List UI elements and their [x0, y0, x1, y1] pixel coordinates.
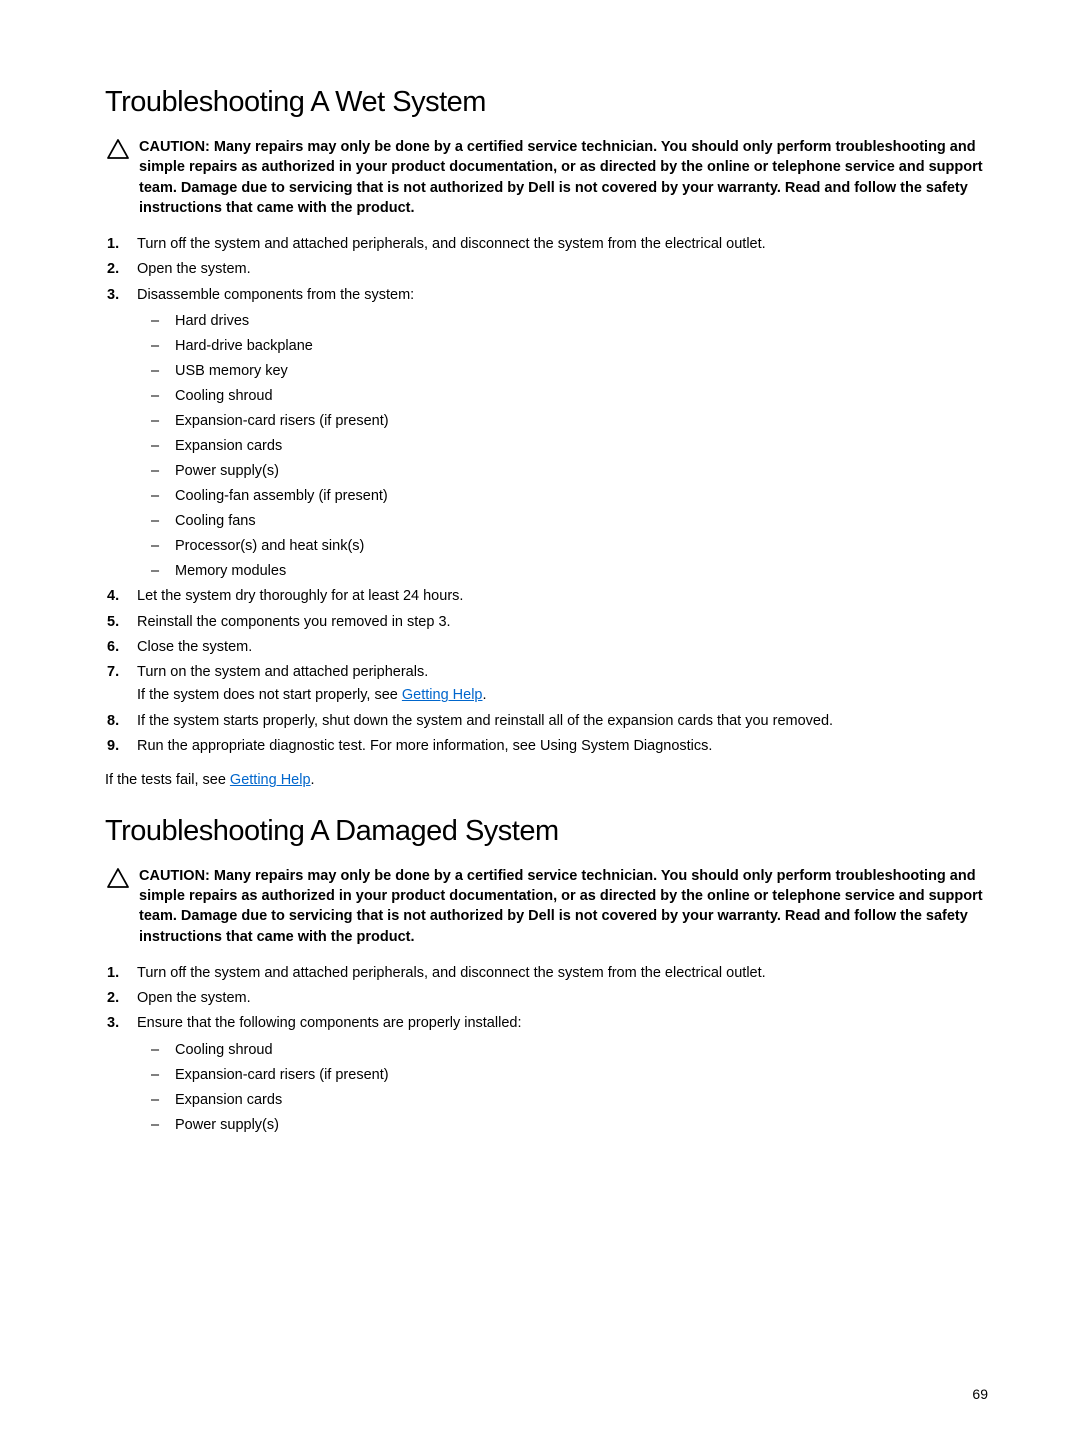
list-item: –Cooling-fan assembly (if present) [151, 486, 990, 507]
numbered-list: 1. Turn off the system and attached peri… [105, 963, 990, 1034]
step-number: 1. [107, 234, 137, 254]
list-item-text: Expansion cards [175, 436, 282, 457]
step-text: Open the system. [137, 259, 990, 279]
step-number: 3. [107, 1013, 137, 1033]
dash-icon: – [151, 386, 175, 407]
step-text: Turn off the system and attached periphe… [137, 234, 990, 254]
step: 5. Reinstall the components you removed … [107, 612, 990, 632]
step: 8. If the system starts properly, shut d… [107, 711, 990, 731]
dash-icon: – [151, 336, 175, 357]
step-text: Close the system. [137, 637, 990, 657]
list-item-text: Expansion cards [175, 1090, 282, 1111]
list-item-text: Hard-drive backplane [175, 336, 313, 357]
step: 2. Open the system. [107, 259, 990, 279]
list-item: –Cooling fans [151, 511, 990, 532]
step-text: Turn off the system and attached periphe… [137, 963, 990, 983]
list-item: –Expansion-card risers (if present) [151, 1065, 990, 1086]
numbered-list: 4. Let the system dry thoroughly for at … [105, 586, 990, 756]
list-item-text: Power supply(s) [175, 461, 279, 482]
step-number: 4. [107, 586, 137, 606]
list-item-text: Hard drives [175, 311, 249, 332]
step: 2. Open the system. [107, 988, 990, 1008]
step-number: 1. [107, 963, 137, 983]
list-item: –USB memory key [151, 361, 990, 382]
step-number: 3. [107, 285, 137, 305]
step-number: 6. [107, 637, 137, 657]
step-number: 2. [107, 988, 137, 1008]
dash-icon: – [151, 536, 175, 557]
list-item: –Hard drives [151, 311, 990, 332]
step-text: Let the system dry thoroughly for at lea… [137, 586, 990, 606]
dash-icon: – [151, 486, 175, 507]
list-item: –Power supply(s) [151, 1115, 990, 1136]
step-number: 7. [107, 662, 137, 682]
step-text: Disassemble components from the system: [137, 285, 990, 305]
section-heading: Troubleshooting A Wet System [105, 86, 990, 119]
list-item: –Cooling shroud [151, 386, 990, 407]
caution-block: CAUTION: Many repairs may only be done b… [105, 866, 990, 947]
caution-icon [107, 139, 129, 164]
caution-block: CAUTION: Many repairs may only be done b… [105, 137, 990, 218]
dash-icon: – [151, 311, 175, 332]
list-item: –Expansion-card risers (if present) [151, 411, 990, 432]
list-item-text: Processor(s) and heat sink(s) [175, 536, 364, 557]
step-number: 5. [107, 612, 137, 632]
list-item-text: USB memory key [175, 361, 288, 382]
step-text: Reinstall the components you removed in … [137, 612, 990, 632]
step: 6. Close the system. [107, 637, 990, 657]
step-number: 2. [107, 259, 137, 279]
caution-text: CAUTION: Many repairs may only be done b… [139, 137, 990, 218]
step-text: Turn on the system and attached peripher… [137, 662, 990, 706]
step-text: Ensure that the following components are… [137, 1013, 990, 1033]
dash-icon: – [151, 511, 175, 532]
section-heading: Troubleshooting A Damaged System [105, 815, 990, 848]
dash-icon: – [151, 561, 175, 582]
list-item: –Hard-drive backplane [151, 336, 990, 357]
step-text: If the system starts properly, shut down… [137, 711, 990, 731]
caution-icon [107, 868, 129, 893]
step: 3. Disassemble components from the syste… [107, 285, 990, 305]
list-item: –Memory modules [151, 561, 990, 582]
step-number: 9. [107, 736, 137, 756]
step: 1. Turn off the system and attached peri… [107, 234, 990, 254]
list-item: –Power supply(s) [151, 461, 990, 482]
list-item: –Expansion cards [151, 436, 990, 457]
footer-paragraph: If the tests fail, see Getting Help. [105, 770, 990, 790]
dash-icon: – [151, 1090, 175, 1111]
step: 7. Turn on the system and attached perip… [107, 662, 990, 706]
list-item-text: Cooling-fan assembly (if present) [175, 486, 388, 507]
list-item: –Cooling shroud [151, 1040, 990, 1061]
step: 9. Run the appropriate diagnostic test. … [107, 736, 990, 756]
dash-icon: – [151, 1115, 175, 1136]
step: 4. Let the system dry thoroughly for at … [107, 586, 990, 606]
dash-icon: – [151, 411, 175, 432]
list-item: –Processor(s) and heat sink(s) [151, 536, 990, 557]
step: 3. Ensure that the following components … [107, 1013, 990, 1033]
step-number: 8. [107, 711, 137, 731]
list-item: –Expansion cards [151, 1090, 990, 1111]
list-item-text: Power supply(s) [175, 1115, 279, 1136]
dash-icon: – [151, 436, 175, 457]
list-item-text: Expansion-card risers (if present) [175, 411, 389, 432]
dash-icon: – [151, 361, 175, 382]
dash-icon: – [151, 1040, 175, 1061]
step: 1. Turn off the system and attached peri… [107, 963, 990, 983]
caution-text: CAUTION: Many repairs may only be done b… [139, 866, 990, 947]
step-text: Run the appropriate diagnostic test. For… [137, 736, 990, 756]
dash-icon: – [151, 461, 175, 482]
getting-help-link[interactable]: Getting Help [230, 772, 311, 788]
page-number: 69 [972, 1386, 988, 1402]
numbered-list: 1. Turn off the system and attached peri… [105, 234, 990, 305]
sub-list: –Cooling shroud –Expansion-card risers (… [105, 1040, 990, 1136]
list-item-text: Memory modules [175, 561, 286, 582]
getting-help-link[interactable]: Getting Help [402, 687, 483, 703]
list-item-text: Cooling fans [175, 511, 256, 532]
list-item-text: Cooling shroud [175, 1040, 273, 1061]
sub-list: –Hard drives –Hard-drive backplane –USB … [105, 311, 990, 582]
step-text: Open the system. [137, 988, 990, 1008]
dash-icon: – [151, 1065, 175, 1086]
list-item-text: Expansion-card risers (if present) [175, 1065, 389, 1086]
list-item-text: Cooling shroud [175, 386, 273, 407]
